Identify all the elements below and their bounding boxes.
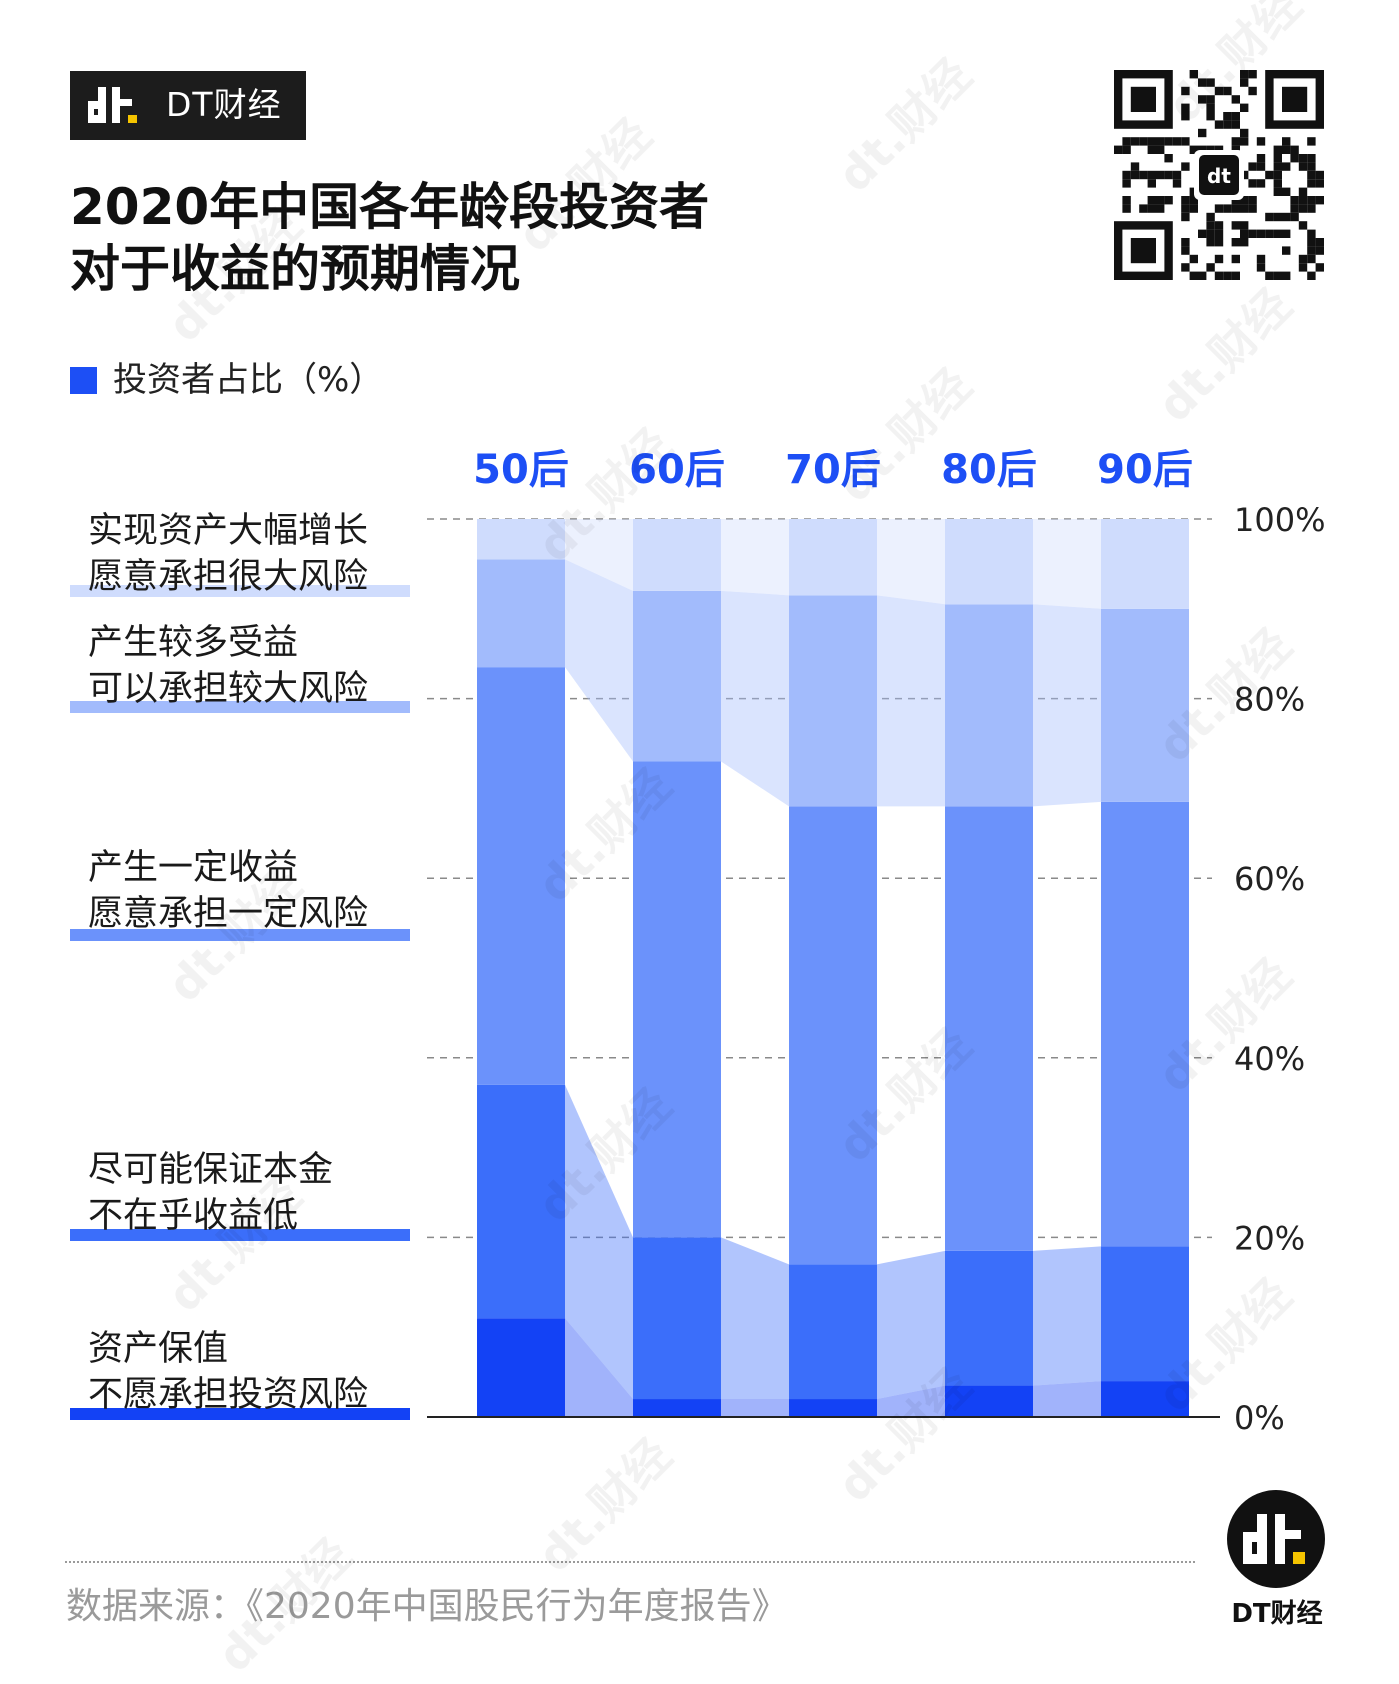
flow-band: [721, 1237, 789, 1400]
bar-segment: [633, 519, 721, 591]
y-tick-label: 20%: [1234, 1219, 1305, 1257]
series-label: 产生一定收益愿意承担一定风险: [70, 845, 410, 941]
y-tick-label: 40%: [1234, 1040, 1305, 1078]
series-label-underline: [70, 1229, 410, 1241]
flow-band: [565, 519, 633, 591]
series-label-line: 不在乎收益低: [88, 1196, 299, 1236]
bar-segment: [1101, 1246, 1189, 1382]
flow-band: [565, 559, 633, 762]
series-label-line: 尽可能保证本金: [88, 1150, 334, 1190]
brand-header: DT财经: [70, 71, 306, 140]
bar-segment: [477, 1084, 565, 1319]
category-label: 80后: [941, 447, 1037, 493]
series-label-underline: [70, 929, 410, 941]
y-tick-label: 0%: [1234, 1399, 1285, 1437]
flow-band: [1033, 1381, 1101, 1417]
flow-band: [877, 806, 945, 1264]
flow-band: [721, 761, 789, 1264]
series-label: 资产保值不愿承担投资风险: [70, 1326, 410, 1420]
flow-band: [877, 519, 945, 605]
bar-segment: [789, 1264, 877, 1400]
series-label-line: 可以承担较大风险: [88, 669, 369, 709]
series-label-line: 实现资产大幅增长: [88, 511, 369, 551]
flow-band: [565, 1318, 633, 1417]
flow-band: [721, 590, 789, 807]
flow-band: [1033, 802, 1101, 1251]
series-label-underline: [70, 1408, 410, 1420]
series-label-underline: [70, 585, 410, 597]
series-label: 产生较多受益可以承担较大风险: [70, 620, 410, 713]
bar-segment: [789, 806, 877, 1265]
bar-segment: [1101, 608, 1189, 802]
brand-name: DT财经: [166, 85, 282, 124]
flow-band: [1033, 1246, 1101, 1386]
chart-title-line-1: 2020年中国各年龄段投资者: [70, 178, 710, 236]
y-tick-label: 100%: [1234, 501, 1325, 539]
series-label-underline: [70, 701, 410, 713]
series-label-line: 产生较多受益: [88, 623, 299, 663]
bar-segment: [1101, 801, 1189, 1247]
category-label: 50后: [473, 447, 569, 493]
flow-band: [877, 1250, 945, 1400]
footer-divider: [65, 1561, 1195, 1563]
flow-band: [877, 595, 945, 807]
qr-code-icon: dt: [1114, 70, 1324, 280]
bar-segment: [1101, 1381, 1189, 1417]
bar-segment: [477, 1318, 565, 1417]
series-label-line: 愿意承担很大风险: [88, 557, 369, 597]
category-label: 60后: [629, 447, 725, 493]
bar-segment: [945, 1385, 1033, 1417]
y-tick-label: 80%: [1234, 681, 1305, 719]
bar-segment: [789, 595, 877, 807]
series-label-line: 资产保值: [88, 1329, 229, 1369]
series-label-line: 产生一定收益: [88, 848, 299, 888]
footer-brand-name: DT财经: [1231, 1599, 1323, 1629]
category-label: 70后: [785, 447, 881, 493]
series-label-line: 不愿承担投资风险: [88, 1375, 369, 1415]
category-label: 90后: [1097, 447, 1193, 493]
bar-segment: [633, 1237, 721, 1400]
chart-title-line-2: 对于收益的预期情况: [70, 240, 520, 298]
series-label: 尽可能保证本金 不在乎收益低: [70, 1147, 410, 1241]
bar-segment: [945, 604, 1033, 807]
flow-band: [721, 519, 789, 596]
bar-segment: [945, 519, 1033, 605]
flow-band: [1033, 519, 1101, 609]
bar-segment: [477, 559, 565, 668]
legend-swatch: [70, 366, 97, 394]
flow-band: [877, 1385, 945, 1417]
bar-segment: [633, 590, 721, 762]
flow-band: [565, 1084, 633, 1400]
series-label-line: 愿意承担一定风险: [88, 894, 369, 934]
qr-logo-text: dt: [1207, 164, 1231, 188]
bar-segment: [477, 667, 565, 1085]
dt-badge-logo: [1227, 1490, 1325, 1588]
bar-segment: [633, 761, 721, 1238]
bar-segment: [789, 519, 877, 596]
bar-segment: [633, 1399, 721, 1417]
source-note: 数据来源：《2020年中国股民行为年度报告》: [66, 1586, 788, 1627]
chart-title: 2020年中国各年龄段投资者 对于收益的预期情况: [70, 176, 830, 300]
legend: 投资者占比（%）: [70, 358, 383, 402]
legend-label: 投资者占比（%）: [113, 360, 384, 400]
flow-band: [721, 1399, 789, 1417]
dt-logo-icon: [1243, 1514, 1305, 1564]
bar-segment: [945, 806, 1033, 1251]
bar-segment: [945, 1250, 1033, 1386]
bar-segment: [789, 1399, 877, 1417]
bar-segment: [1101, 519, 1189, 609]
flow-band: [1033, 604, 1101, 807]
y-tick-label: 60%: [1234, 860, 1305, 898]
dt-logo-icon: [88, 87, 137, 123]
series-label: 实现资产大幅增长 愿意承担很大风险: [70, 508, 410, 600]
bar-segment: [477, 519, 565, 560]
